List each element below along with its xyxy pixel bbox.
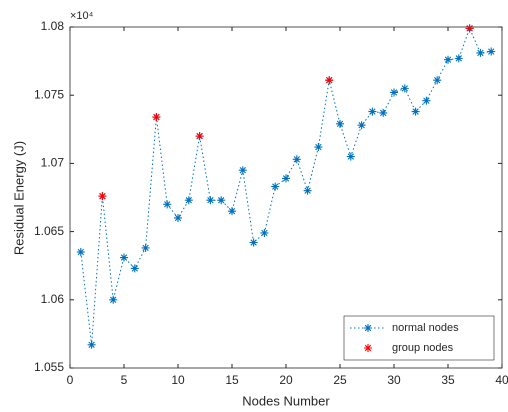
marker — [346, 152, 355, 161]
x-tick-label: 0 — [67, 373, 74, 387]
marker — [282, 174, 290, 183]
x-tick-label: 25 — [333, 373, 347, 387]
y-tick-label: 1.075 — [34, 87, 64, 101]
marker — [400, 84, 409, 93]
marker — [444, 55, 452, 64]
marker — [195, 132, 204, 141]
marker — [487, 47, 496, 56]
y-exponent: ×10⁴ — [70, 10, 94, 22]
marker — [184, 196, 193, 205]
x-tick-label: 20 — [279, 373, 293, 387]
marker — [476, 48, 485, 57]
marker — [271, 182, 280, 191]
marker — [98, 192, 107, 201]
marker — [206, 196, 215, 205]
marker — [422, 96, 431, 105]
legend-label: group nodes — [392, 342, 454, 354]
legend-marker — [364, 344, 372, 352]
x-tick-label: 40 — [495, 373, 508, 387]
y-tick-label: 1.07 — [41, 156, 65, 170]
marker — [174, 213, 182, 222]
x-tick-label: 5 — [121, 373, 128, 387]
marker — [411, 107, 420, 116]
marker — [109, 295, 118, 304]
marker — [368, 107, 377, 116]
marker — [379, 108, 388, 117]
x-tick-label: 15 — [225, 373, 239, 387]
marker — [120, 253, 128, 262]
marker — [228, 207, 236, 216]
marker — [87, 340, 96, 349]
marker — [292, 155, 301, 164]
x-tick-label: 30 — [387, 373, 401, 387]
y-tick-label: 1.055 — [34, 360, 64, 374]
marker — [260, 228, 269, 237]
x-tick-label: 10 — [171, 373, 185, 387]
legend-box — [343, 315, 495, 361]
legend-label: normal nodes — [392, 322, 459, 334]
marker — [249, 238, 258, 247]
marker — [357, 121, 366, 130]
marker — [314, 143, 323, 152]
y-tick-label: 1.08 — [41, 19, 65, 33]
marker — [433, 76, 442, 85]
marker — [76, 248, 85, 257]
marker — [130, 264, 139, 273]
marker — [454, 54, 463, 63]
marker — [325, 76, 334, 85]
marker — [152, 113, 161, 122]
marker — [163, 200, 172, 209]
legend-marker — [364, 324, 372, 332]
marker — [238, 166, 247, 175]
marker — [141, 243, 150, 252]
marker — [390, 88, 398, 97]
x-tick-label: 35 — [441, 373, 455, 387]
plot-area — [69, 26, 503, 369]
y-tick-label: 1.06 — [41, 292, 65, 306]
marker — [465, 24, 474, 33]
marker — [336, 119, 344, 128]
marker — [217, 196, 226, 205]
marker — [303, 186, 312, 195]
y-axis-label: Residual Energy (J) — [11, 141, 26, 255]
y-tick-label: 1.065 — [34, 224, 64, 238]
x-axis-label: Nodes Number — [242, 393, 330, 408]
